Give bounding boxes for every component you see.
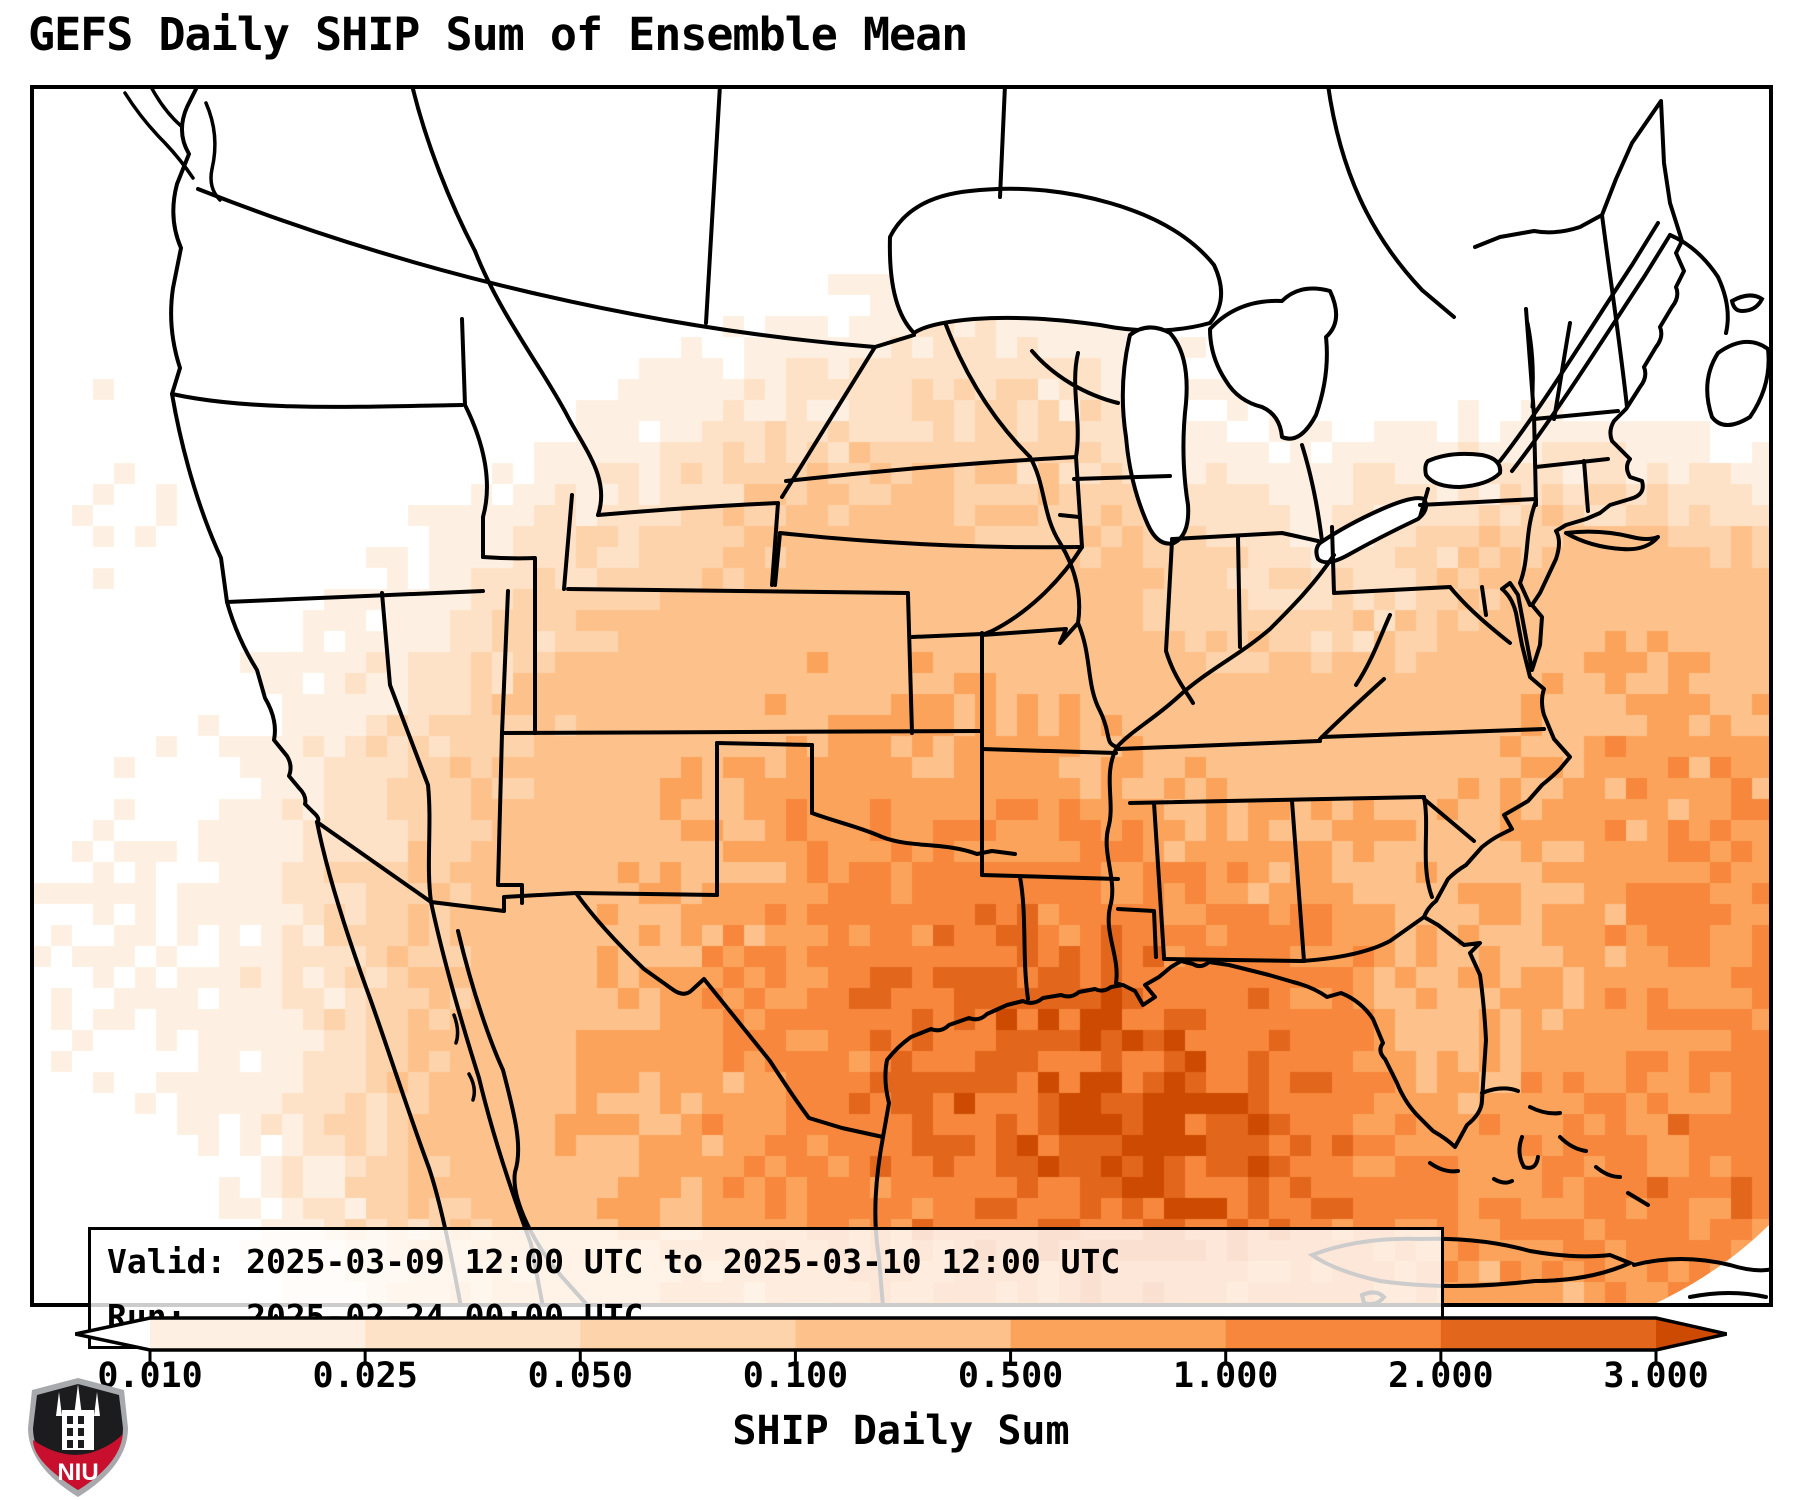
colorbar-tick-label: 0.100 [742,1356,849,1396]
colorbar-tick-label: 0.500 [957,1356,1064,1396]
us-coastline-gulf-atlantic [881,99,1686,1149]
us-coastline-west [123,85,885,1139]
colorbar-ticks [148,1350,1658,1365]
colorbar-bin-1.000 [1225,1318,1442,1350]
state-borders [170,213,1629,1001]
projection-edge-wedges [30,1221,1773,1307]
canada-borders [196,85,1672,543]
colorbar-tick-label: 1.000 [1173,1356,1279,1396]
colorbar-tick-label: 2.000 [1388,1356,1494,1396]
colorbar-over-arrow [1656,1318,1727,1350]
valid-time-text: Valid: 2025-03-09 12:00 UTC to 2025-03-1… [107,1242,1121,1281]
niu-castle-icon [56,1384,100,1450]
great-lakes [887,186,1503,565]
colorbar-bin-0.100 [795,1318,1012,1350]
figure-title: GEFS Daily SHIP Sum of Ensemble Mean [28,8,968,61]
colorbar-tick-labels: 0.010 0.025 0.050 0.100 0.500 1.000 2.000 3.000 [0,1352,1803,1400]
colorbar-segments [150,1318,1657,1350]
niu-logo: NIU [28,1378,128,1497]
niu-shield-red [33,1430,123,1490]
niu-logo-text: NIU [57,1459,98,1486]
colorbar-bin-0.500 [1010,1318,1227,1350]
colorbar-under-arrow [75,1318,150,1350]
atlantic-canada-coast [1668,233,1771,427]
colorbar-bin-0.010 [150,1318,366,1350]
basemap-overlay [30,85,1773,1307]
colorbar-axis-label: SHIP Daily Sum [732,1408,1070,1454]
map-panel: Valid: 2025-03-09 12:00 UTC to 2025-03-1… [30,85,1773,1349]
colorbar [75,1316,1727,1365]
colorbar-tick-label: 3.000 [1603,1356,1709,1396]
colorbar-bin-0.050 [580,1318,796,1350]
colorbar-tick-label: 0.025 [312,1356,418,1396]
colorbar-bin-0.025 [365,1318,581,1350]
colorbar-tick-label: 0.050 [527,1356,633,1396]
colorbar-bin-2.000 [1440,1318,1657,1350]
